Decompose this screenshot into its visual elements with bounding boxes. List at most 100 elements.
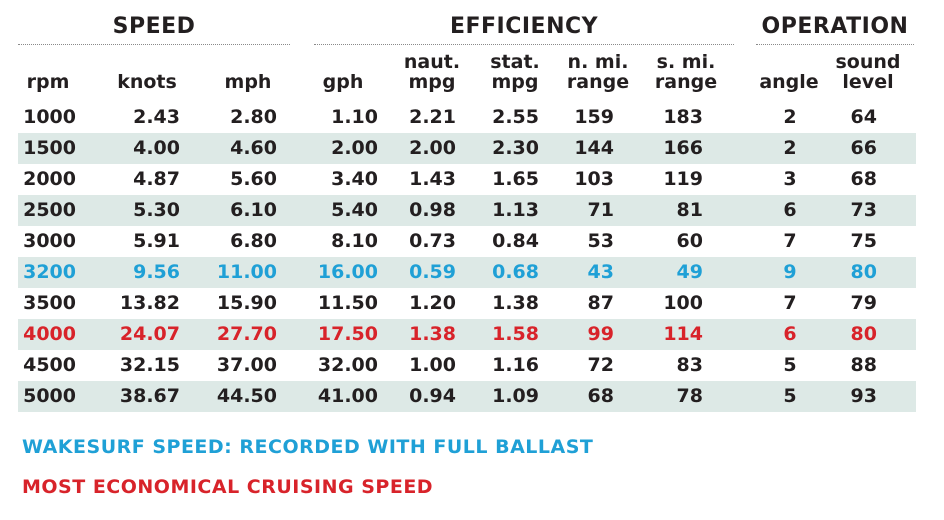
cell-angle: 7 <box>783 292 797 314</box>
legend-wakesurf: WAKESURF SPEED: RECORDED WITH FULL BALLA… <box>22 436 594 458</box>
cell-angle: 6 <box>783 323 797 345</box>
cell-sound: 80 <box>850 261 877 283</box>
cell-s-range: 100 <box>663 292 703 314</box>
group-rule-operation <box>756 44 914 45</box>
cell-gph: 1.10 <box>331 106 378 128</box>
cell-stat-mpg: 2.30 <box>492 137 539 159</box>
cell-naut-mpg: 2.00 <box>409 137 456 159</box>
group-rule-speed <box>18 44 290 45</box>
cell-sound: 64 <box>850 106 877 128</box>
cell-knots: 4.00 <box>133 137 180 159</box>
cell-mph: 4.60 <box>230 137 277 159</box>
cell-knots: 5.91 <box>133 230 180 252</box>
cell-n-range: 53 <box>587 230 614 252</box>
cell-rpm: 4000 <box>23 323 76 345</box>
cell-n-range: 72 <box>587 354 614 376</box>
table-row: 1500 4.00 4.60 2.00 2.00 2.30 144 166 2 66 <box>18 133 916 164</box>
cell-stat-mpg: 1.16 <box>492 354 539 376</box>
cell-angle: 6 <box>783 199 797 221</box>
cell-mph: 11.00 <box>216 261 277 283</box>
cell-sound: 73 <box>850 199 877 221</box>
cell-s-range: 60 <box>676 230 703 252</box>
cell-mph: 6.10 <box>230 199 277 221</box>
cell-naut-mpg: 2.21 <box>409 106 456 128</box>
cell-mph: 6.80 <box>230 230 277 252</box>
cell-angle: 2 <box>783 106 797 128</box>
cell-sound: 93 <box>850 385 877 407</box>
cell-angle: 2 <box>783 137 797 159</box>
column-header-rpm: rpm <box>26 71 70 93</box>
cell-naut-mpg: 1.38 <box>409 323 456 345</box>
cell-gph: 17.50 <box>317 323 378 345</box>
cell-sound: 88 <box>850 354 877 376</box>
cell-gph: 11.50 <box>317 292 378 314</box>
cell-rpm: 2500 <box>23 199 76 221</box>
column-header-s-range: s. mi. range <box>654 51 718 93</box>
legend-economical: MOST ECONOMICAL CRUISING SPEED <box>22 476 434 498</box>
cell-n-range: 144 <box>574 137 614 159</box>
table-row: 4500 32.15 37.00 32.00 1.00 1.16 72 83 5 88 <box>18 350 916 381</box>
group-title-speed: SPEED <box>112 14 196 39</box>
cell-rpm: 3500 <box>23 292 76 314</box>
cell-s-range: 81 <box>676 199 703 221</box>
cell-mph: 5.60 <box>230 168 277 190</box>
cell-stat-mpg: 0.68 <box>492 261 539 283</box>
cell-gph: 32.00 <box>317 354 378 376</box>
cell-mph: 37.00 <box>216 354 277 376</box>
table-row: 3500 13.82 15.90 11.50 1.20 1.38 87 100 7 79 <box>18 288 916 319</box>
cell-n-range: 68 <box>587 385 614 407</box>
group-title-operation: OPERATION <box>761 14 909 39</box>
cell-knots: 5.30 <box>133 199 180 221</box>
column-header-knots: knots <box>117 71 177 93</box>
cell-naut-mpg: 1.43 <box>409 168 456 190</box>
cell-n-range: 43 <box>587 261 614 283</box>
cell-angle: 7 <box>783 230 797 252</box>
cell-angle: 9 <box>783 261 797 283</box>
cell-stat-mpg: 2.55 <box>492 106 539 128</box>
cell-knots: 32.15 <box>119 354 180 376</box>
cell-sound: 79 <box>850 292 877 314</box>
cell-n-range: 71 <box>587 199 614 221</box>
cell-stat-mpg: 0.84 <box>492 230 539 252</box>
cell-naut-mpg: 1.00 <box>409 354 456 376</box>
cell-mph: 2.80 <box>230 106 277 128</box>
cell-naut-mpg: 0.94 <box>409 385 456 407</box>
cell-rpm: 1000 <box>23 106 76 128</box>
cell-knots: 13.82 <box>119 292 180 314</box>
column-header-angle: angle <box>759 71 819 93</box>
cell-stat-mpg: 1.65 <box>492 168 539 190</box>
cell-gph: 5.40 <box>331 199 378 221</box>
cell-rpm: 3000 <box>23 230 76 252</box>
table-row: 5000 38.67 44.50 41.00 0.94 1.09 68 78 5 93 <box>18 381 916 412</box>
cell-gph: 2.00 <box>331 137 378 159</box>
cell-mph: 44.50 <box>216 385 277 407</box>
cell-n-range: 87 <box>587 292 614 314</box>
cell-s-range: 114 <box>663 323 703 345</box>
cell-s-range: 166 <box>663 137 703 159</box>
cell-rpm: 5000 <box>23 385 76 407</box>
cell-mph: 27.70 <box>216 323 277 345</box>
cell-naut-mpg: 0.73 <box>409 230 456 252</box>
cell-stat-mpg: 1.58 <box>492 323 539 345</box>
cell-rpm: 4500 <box>23 354 76 376</box>
table-row: 2000 4.87 5.60 3.40 1.43 1.65 103 119 3 68 <box>18 164 916 195</box>
column-header-naut-mpg: naut. mpg <box>403 51 461 93</box>
cell-gph: 8.10 <box>331 230 378 252</box>
cell-gph: 3.40 <box>331 168 378 190</box>
cell-n-range: 159 <box>574 106 614 128</box>
cell-s-range: 78 <box>676 385 703 407</box>
cell-gph: 41.00 <box>317 385 378 407</box>
cell-s-range: 83 <box>676 354 703 376</box>
cell-knots: 9.56 <box>133 261 180 283</box>
table-row: 4000 24.07 27.70 17.50 1.38 1.58 99 114 6 80 <box>18 319 916 350</box>
table-row: 1000 2.43 2.80 1.10 2.21 2.55 159 183 2 64 <box>18 102 916 133</box>
cell-sound: 80 <box>850 323 877 345</box>
cell-knots: 4.87 <box>133 168 180 190</box>
table-row: 2500 5.30 6.10 5.40 0.98 1.13 71 81 6 73 <box>18 195 916 226</box>
cell-rpm: 1500 <box>23 137 76 159</box>
cell-stat-mpg: 1.13 <box>492 199 539 221</box>
cell-naut-mpg: 1.20 <box>409 292 456 314</box>
cell-s-range: 49 <box>676 261 703 283</box>
column-header-sound: sound level <box>835 51 901 93</box>
cell-n-range: 103 <box>574 168 614 190</box>
